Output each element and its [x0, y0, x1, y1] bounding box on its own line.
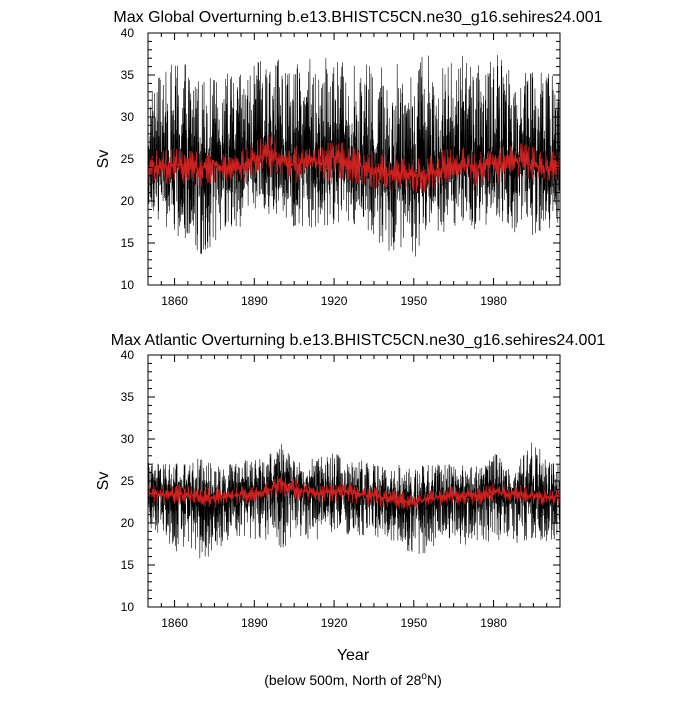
smoothed-series-line — [148, 471, 560, 511]
y-axis-label: Sv — [95, 472, 112, 491]
y-tick-label: 25 — [121, 152, 135, 166]
x-axis-label: Year — [337, 647, 370, 664]
x-tick-label: 1890 — [241, 616, 268, 630]
smoothed-series-line — [148, 134, 560, 193]
x-tick-label: 1920 — [321, 294, 348, 308]
atlantic-overturning-panel: Max Atlantic Overturning b.e13.BHISTC5CN… — [95, 332, 605, 664]
y-tick-label: 15 — [121, 558, 135, 572]
y-tick-label: 15 — [121, 236, 135, 250]
y-tick-label: 40 — [121, 348, 135, 362]
y-tick-label: 20 — [121, 194, 135, 208]
y-tick-label: 10 — [121, 278, 135, 292]
annual-series-line — [148, 442, 560, 559]
y-tick-label: 35 — [121, 390, 135, 404]
x-tick-label: 1950 — [400, 616, 427, 630]
x-tick-label: 1950 — [400, 294, 427, 308]
x-tick-label: 1860 — [161, 616, 188, 630]
x-tick-label: 1920 — [321, 616, 348, 630]
y-tick-label: 35 — [121, 68, 135, 82]
x-tick-label: 1890 — [241, 294, 268, 308]
footnote-superscript: o — [421, 671, 427, 682]
footnote-suffix: N) — [427, 672, 442, 688]
x-tick-label: 1980 — [480, 294, 507, 308]
global-overturning-panel: Max Global Overturning b.e13.BHISTC5CN.n… — [95, 9, 603, 308]
y-tick-label: 20 — [121, 516, 135, 530]
x-tick-label: 1860 — [161, 294, 188, 308]
footnote-prefix: (below 500m, North of 28 — [264, 672, 421, 688]
footnote: (below 500m, North of 28oN) — [264, 671, 442, 688]
y-tick-label: 10 — [121, 600, 135, 614]
y-tick-label: 25 — [121, 474, 135, 488]
x-tick-label: 1980 — [480, 616, 507, 630]
y-tick-label: 30 — [121, 110, 135, 124]
y-tick-label: 40 — [121, 26, 135, 40]
chart-title: Max Atlantic Overturning b.e13.BHISTC5CN… — [111, 332, 606, 349]
y-axis-label: Sv — [95, 150, 112, 169]
y-tick-label: 30 — [121, 432, 135, 446]
plot-frame — [147, 354, 561, 608]
chart-title: Max Global Overturning b.e13.BHISTC5CN.n… — [113, 9, 602, 26]
